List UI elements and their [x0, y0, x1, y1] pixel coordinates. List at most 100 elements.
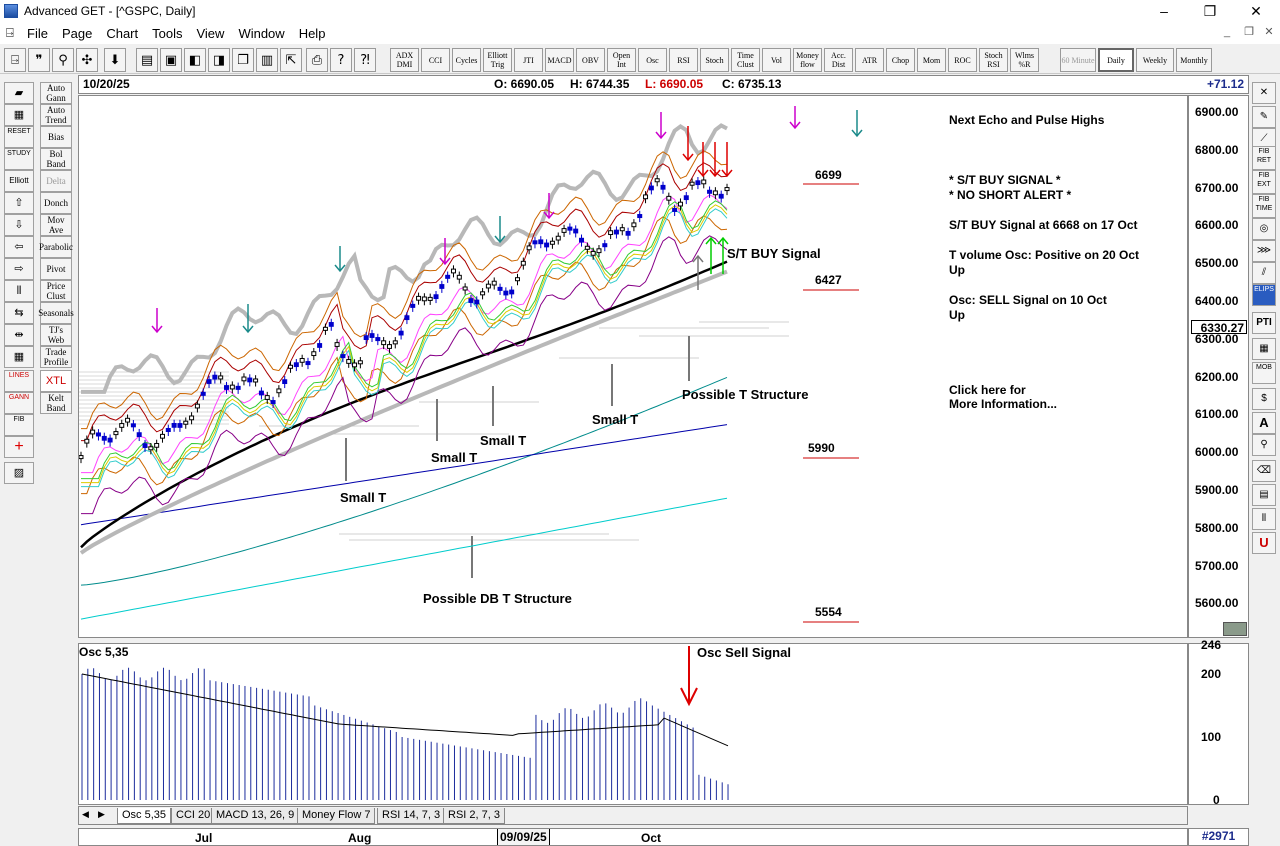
price-axis[interactable]: 6900.00 6800.00 6700.00 6600.00 6500.00 6400.… [1188, 95, 1249, 638]
tab-cci-20[interactable]: CCI 20 [171, 808, 216, 824]
fib-ret-button[interactable]: FIB RET [1252, 146, 1276, 170]
close-cross-icon[interactable]: ✕ [1252, 82, 1276, 104]
left-tool-price-clust[interactable]: Price Clust [40, 280, 72, 302]
fib-button[interactable]: FIB [4, 414, 34, 436]
magnet-icon[interactable]: U [1252, 532, 1276, 554]
price-chart[interactable]: Next Echo and Pulse Highs * S/T BUY SIGN… [78, 95, 1188, 638]
settings-icon[interactable]: ▨ [4, 462, 34, 484]
menu-file[interactable]: File [27, 25, 48, 41]
left-tool-delta[interactable]: Delta [40, 170, 72, 192]
indicator-roc-button[interactable]: ROC [948, 48, 977, 72]
eraser-icon[interactable]: ⌫ [1252, 460, 1276, 482]
mob-button[interactable]: MOB [1252, 362, 1276, 384]
pointer-icon[interactable]: ⍈ [4, 48, 26, 72]
indicator-vol-button[interactable]: Vol [762, 48, 791, 72]
print-icon[interactable]: ⎙ [306, 48, 328, 72]
help-icon[interactable]: ? [330, 48, 352, 72]
indicator-rsi-button[interactable]: RSI [669, 48, 698, 72]
left-tool-kelt-band[interactable]: Kelt Band [40, 392, 72, 414]
gann-button[interactable]: GANN [4, 392, 34, 414]
compress-icon[interactable]: ⇆ [4, 302, 34, 324]
period-daily-button[interactable]: Daily [1098, 48, 1134, 72]
left-tool-bias[interactable]: Bias [40, 126, 72, 148]
bars-icon[interactable]: ⫴ [4, 280, 34, 302]
axis-scale-icon[interactable] [1223, 622, 1247, 636]
mdi-close-button[interactable]: ✕ [1264, 26, 1274, 38]
export-icon[interactable]: ⇱ [280, 48, 302, 72]
arrow-up-icon[interactable]: ⇧ [4, 192, 34, 214]
menu-view[interactable]: View [196, 25, 225, 41]
tab-rsi-14-7-3[interactable]: RSI 14, 7, 3 [377, 808, 446, 824]
tab-money-flow-7[interactable]: Money Flow 7 [297, 808, 376, 824]
fib-ext-button[interactable]: FIB EXT [1252, 170, 1276, 194]
indicator-adx-button[interactable]: ADX DMI [390, 48, 419, 72]
elips-button[interactable]: ELIPS [1252, 284, 1276, 306]
minimize-button[interactable]: – [1160, 3, 1168, 19]
open-folder-icon[interactable]: ▰ [4, 82, 34, 104]
tab-scroll-left-icon[interactable]: ◀ [82, 809, 89, 819]
left-tool-xtl[interactable]: XTL [40, 370, 72, 392]
indicator-atr-button[interactable]: ATR [855, 48, 884, 72]
left-tool-mov-ave[interactable]: Mov Ave [40, 214, 72, 236]
indicator-jti-button[interactable]: JTI [514, 48, 543, 72]
indicator-wlms-button[interactable]: Wlms %R [1010, 48, 1039, 72]
table-icon[interactable]: ▦ [4, 346, 34, 368]
dollar-icon[interactable]: $ [1252, 388, 1276, 410]
fan-icon[interactable]: ⋙ [1252, 240, 1276, 262]
grid-small-icon[interactable]: ▦ [1252, 338, 1276, 360]
period-60-minute-button[interactable]: 60 Minute [1060, 48, 1096, 72]
period-monthly-button[interactable]: Monthly [1176, 48, 1212, 72]
arrow-left-icon[interactable]: ⇦ [4, 236, 34, 258]
forward-icon[interactable]: ◨ [208, 48, 230, 72]
grid-icon[interactable]: ▦ [4, 104, 34, 126]
indicator-macd-button[interactable]: MACD [545, 48, 574, 72]
indicator-elliott-trig-button[interactable]: Elliott Trig [483, 48, 512, 72]
indicator-stoch-rsi-button[interactable]: Stoch RSI [979, 48, 1008, 72]
period-weekly-button[interactable]: Weekly [1136, 48, 1174, 72]
indicator-mom-button[interactable]: Mom [917, 48, 946, 72]
tab-macd-13-26-9[interactable]: MACD 13, 26, 9 [211, 808, 300, 824]
fib-time-button[interactable]: FIB TIME [1252, 194, 1276, 218]
copy-icon[interactable]: ❐ [232, 48, 254, 72]
left-tool-trade-profile[interactable]: Trade Profile [40, 346, 72, 368]
tab-osc-5-35[interactable]: Osc 5,35 [117, 808, 172, 824]
indicator-obv-button[interactable]: OBV [576, 48, 605, 72]
menu-chart[interactable]: Chart [106, 25, 139, 41]
pti-button[interactable]: PTI [1252, 312, 1276, 334]
arrow-down-icon[interactable]: ⇩ [4, 214, 34, 236]
magnify-icon[interactable]: ⚲ [52, 48, 74, 72]
left-tool-seasonals[interactable]: Seasonals [38, 302, 74, 324]
bars-small-icon[interactable]: ⫴ [1252, 508, 1276, 530]
indicator-money-flow-button[interactable]: Money flow [793, 48, 822, 72]
indicator-chop-button[interactable]: Chop [886, 48, 915, 72]
left-tool-parabolic[interactable]: Parabolic [39, 236, 73, 258]
open-icon[interactable]: ▤ [136, 48, 158, 72]
paste-icon[interactable]: ▥ [256, 48, 278, 72]
indicator-stoch-button[interactable]: Stoch [700, 48, 729, 72]
fib-circle-icon[interactable]: ◎ [1252, 218, 1276, 240]
oscillator-chart[interactable]: Osc 5,35 Osc Sell Signal [78, 643, 1188, 805]
left-tool-donch[interactable]: Donch [40, 192, 72, 214]
more-info-link[interactable]: Click here for More Information... [949, 383, 1057, 411]
menu-tools[interactable]: Tools [152, 25, 183, 41]
left-tool-tj-s-web[interactable]: TJ's Web [40, 324, 72, 346]
left-tool-auto-trend[interactable]: Auto Trend [40, 104, 72, 126]
quote-icon[interactable]: ❞ [28, 48, 50, 72]
left-tool-pivot[interactable]: Pivot [40, 258, 72, 280]
arrow-right-icon[interactable]: ⇨ [4, 258, 34, 280]
left-tool-bol-band[interactable]: Bol Band [40, 148, 72, 170]
context-help-icon[interactable]: ⁈ [354, 48, 376, 72]
maximize-button[interactable]: ❐ [1203, 3, 1217, 19]
grid-lines-icon[interactable]: ▤ [1252, 484, 1276, 506]
menu-help[interactable]: Help [298, 25, 326, 41]
reset-button[interactable]: RESET [4, 126, 34, 148]
menu-window[interactable]: Window [238, 25, 285, 41]
indicator-acc-dist-button[interactable]: Acc. Dist [824, 48, 853, 72]
indicator-osc-button[interactable]: Osc [638, 48, 667, 72]
menu-page[interactable]: Page [61, 25, 93, 41]
tab-rsi-2-7-3[interactable]: RSI 2, 7, 3 [443, 808, 505, 824]
expand-icon[interactable]: ⇹ [4, 324, 34, 346]
left-tool-auto-gann[interactable]: Auto Gann [40, 82, 72, 104]
study-button[interactable]: STUDY [4, 148, 34, 170]
arrow-down-icon[interactable]: ⬇ [104, 48, 126, 72]
